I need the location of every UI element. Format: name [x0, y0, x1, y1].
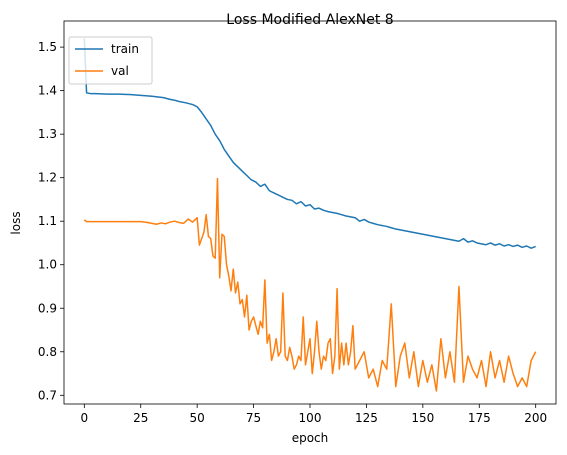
x-tick-label: 200: [524, 411, 547, 425]
x-axis-label: epoch: [292, 431, 329, 445]
legend: train val: [68, 36, 153, 85]
chart-title: Loss Modified AlexNet 8: [226, 12, 393, 28]
x-tick-label: 150: [411, 411, 434, 425]
x-tick-label: 100: [299, 411, 322, 425]
y-tick-label: 1.3: [38, 127, 57, 141]
y-axis: 0.7 0.8 0.9 1.0 1.1 1.2 1.3 1.4 1.5: [38, 40, 64, 402]
series-line-train: [83, 38, 536, 249]
y-tick-label: 0.7: [38, 388, 57, 402]
y-tick-label: 1.0: [38, 258, 57, 272]
y-tick-label: 1.1: [38, 214, 57, 228]
x-axis: 0 25 50 75 100 125 150 175 200: [80, 404, 547, 425]
y-tick-label: 0.8: [38, 345, 57, 359]
x-tick-label: 25: [133, 411, 148, 425]
x-tick-label: 175: [468, 411, 491, 425]
legend-label-val: val: [111, 64, 129, 78]
y-tick-label: 1.2: [38, 171, 57, 185]
x-tick-label: 0: [80, 411, 88, 425]
y-tick-label: 1.5: [38, 40, 57, 54]
x-tick-label: 50: [190, 411, 205, 425]
plot-area: [83, 38, 537, 392]
legend-label-train: train: [111, 42, 139, 56]
y-tick-label: 0.9: [38, 301, 57, 315]
y-tick-label: 1.4: [38, 84, 57, 98]
x-tick-label: 75: [246, 411, 261, 425]
plot-frame: [63, 20, 557, 405]
y-axis-label: loss: [9, 211, 23, 234]
series-line-val: [83, 177, 537, 392]
x-tick-label: 125: [355, 411, 378, 425]
